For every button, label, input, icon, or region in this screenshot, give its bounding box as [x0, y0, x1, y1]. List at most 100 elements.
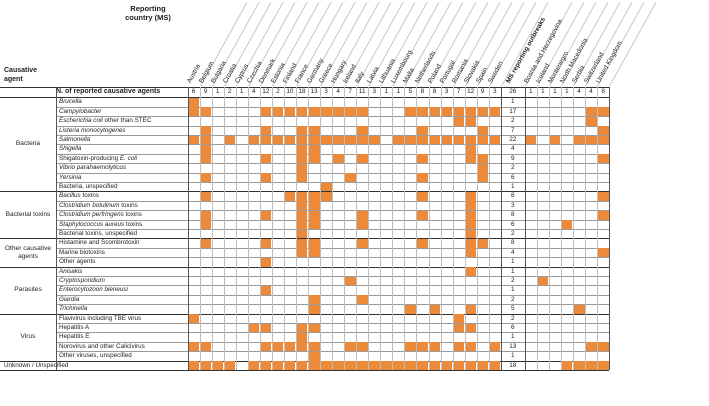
outbreak-cell: [345, 361, 356, 370]
outbreak-cell: [561, 220, 572, 229]
outbreak-cell: [453, 107, 464, 116]
outbreak-cell: [357, 154, 368, 163]
outbreak-cell: [586, 136, 597, 145]
outbreak-cell: [321, 136, 332, 145]
agent-label: Clostridium perfringens toxins: [59, 211, 142, 218]
column-count: 3: [489, 88, 501, 95]
outbreak-cell: [465, 248, 476, 257]
column-divider: [308, 87, 309, 370]
outbreak-cell: [345, 173, 356, 182]
outbreak-cell: [537, 277, 548, 286]
outbreak-cell: [272, 107, 283, 116]
ms-total-count: 2: [501, 315, 525, 322]
outbreak-cell: [561, 361, 572, 370]
outbreak-cell: [260, 258, 271, 267]
outbreak-cell: [296, 201, 307, 210]
group-label: Virus: [2, 333, 54, 341]
column-divider: [380, 87, 381, 370]
outbreak-cell: [260, 173, 271, 182]
outbreak-cell: [260, 107, 271, 116]
outbreak-cell: [284, 107, 295, 116]
outbreak-cell: [453, 314, 464, 323]
outbreak-cell: [453, 324, 464, 333]
outbreak-cell: [369, 136, 380, 145]
outbreak-cell: [321, 183, 332, 192]
outbreak-cell: [260, 342, 271, 351]
column-divider: [489, 87, 490, 370]
outbreak-cell: [188, 98, 199, 107]
outbreak-cell: [188, 136, 199, 145]
outbreak-cell: [309, 305, 320, 314]
agent-label: Enterocytozoon bieneusi: [59, 286, 128, 293]
outbreak-cell: [357, 126, 368, 135]
outbreak-cell: [477, 126, 488, 135]
column-divider: [549, 87, 550, 370]
outbreak-cell: [477, 173, 488, 182]
outbreak-cell: [309, 220, 320, 229]
agent-label: Bacterial toxins, unspecified: [59, 230, 137, 237]
column-divider: [441, 87, 442, 370]
outbreak-cell: [598, 342, 609, 351]
outbreak-cell: [296, 145, 307, 154]
outbreak-matrix-figure: Reporting country (MS) Causative agent A…: [0, 0, 709, 406]
outbreak-cell: [429, 342, 440, 351]
outbreak-cell: [284, 136, 295, 145]
outbreak-cell: [260, 324, 271, 333]
outbreak-cell: [465, 154, 476, 163]
ms-total-count: 1: [501, 183, 525, 190]
outbreak-cell: [296, 361, 307, 370]
outbreak-cell: [357, 342, 368, 351]
outbreak-cell: [272, 342, 283, 351]
outbreak-cell: [405, 136, 416, 145]
agent-label: Shigella: [59, 145, 81, 152]
column-count: 1: [392, 88, 404, 95]
outbreak-cell: [296, 107, 307, 116]
outbreak-cell: [429, 136, 440, 145]
outbreak-cell: [260, 154, 271, 163]
outbreak-cell: [549, 136, 560, 145]
column-count: 1: [212, 88, 224, 95]
outbreak-cell: [200, 154, 211, 163]
outbreak-cell: [465, 136, 476, 145]
outbreak-cell: [248, 324, 259, 333]
outbreak-cell: [417, 361, 428, 370]
outbreak-cell: [477, 107, 488, 116]
outbreak-cell: [453, 136, 464, 145]
outbreak-cell: [188, 342, 199, 351]
column-count: 4: [248, 88, 260, 95]
outbreak-cell: [429, 361, 440, 370]
outbreak-cell: [586, 342, 597, 351]
group-label: Parasites: [2, 286, 54, 294]
outbreak-cell: [296, 333, 307, 342]
causative-agent-header: Causative agent: [4, 66, 37, 84]
column-count: 3: [368, 88, 380, 95]
column-divider: [392, 87, 393, 370]
column-divider: [368, 87, 369, 370]
ms-total-count: 1: [501, 98, 525, 105]
outbreak-cell: [200, 126, 211, 135]
outbreak-cell: [465, 342, 476, 351]
outbreak-cell: [489, 342, 500, 351]
column-divider: [537, 87, 538, 370]
outbreak-cell: [260, 361, 271, 370]
outbreak-cell: [309, 154, 320, 163]
outbreak-cell: [309, 211, 320, 220]
n-reported-label: N. of reported causative agents: [56, 88, 160, 95]
column-divider: [416, 87, 417, 370]
row-divider: [0, 370, 609, 371]
outbreak-cell: [333, 361, 344, 370]
column-count: 4: [585, 88, 597, 95]
column-divider: [404, 87, 405, 370]
outbreak-cell: [321, 361, 332, 370]
column-count: 1: [525, 88, 537, 95]
agent-label: Marine biotoxins: [59, 249, 105, 256]
column-divider: [56, 87, 57, 370]
outbreak-cell: [357, 136, 368, 145]
outbreak-cell: [598, 154, 609, 163]
outbreak-cell: [272, 361, 283, 370]
outbreak-cell: [465, 305, 476, 314]
group-label: Bacterial toxins: [2, 211, 54, 219]
outbreak-cell: [417, 342, 428, 351]
outbreak-cell: [525, 136, 536, 145]
outbreak-cell: [477, 136, 488, 145]
